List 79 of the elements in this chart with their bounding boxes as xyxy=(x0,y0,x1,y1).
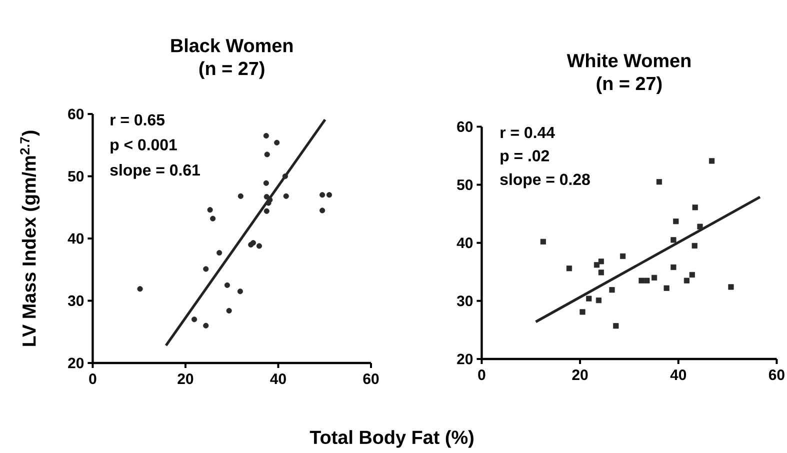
annotation: slope = 0.61 xyxy=(110,164,200,179)
chart-title: White Women xyxy=(566,53,690,68)
y-tick-label: 40 xyxy=(456,238,473,248)
x-tick-label: 0 xyxy=(89,374,96,384)
y-tick-label: 30 xyxy=(456,296,473,306)
point xyxy=(580,309,586,315)
y-axis-title: LV Mass Index (gm/m$^{2.7}$) xyxy=(20,130,40,346)
point xyxy=(670,264,676,270)
point xyxy=(216,250,222,256)
point xyxy=(670,237,676,243)
point xyxy=(203,322,209,328)
point xyxy=(320,208,326,214)
point xyxy=(594,262,600,268)
point xyxy=(697,224,703,230)
y-tick-label: 60 xyxy=(457,121,473,132)
point xyxy=(283,193,289,199)
point xyxy=(224,282,230,288)
point xyxy=(609,287,615,293)
y-tick-label: 20 xyxy=(68,358,84,368)
point xyxy=(274,140,280,146)
annotation: r = 0.44 xyxy=(500,126,555,138)
point xyxy=(326,192,332,198)
point xyxy=(664,285,670,291)
point xyxy=(264,208,270,214)
y-tick-label: 50 xyxy=(68,170,84,182)
x-tick-label: 20 xyxy=(178,374,194,384)
point xyxy=(203,266,209,272)
point xyxy=(673,218,679,224)
point xyxy=(540,238,546,244)
x-tick-label: 40 xyxy=(670,370,686,380)
point xyxy=(728,284,734,290)
point xyxy=(237,288,244,294)
point xyxy=(684,278,690,284)
point xyxy=(656,179,662,185)
chart-subtitle: (n = 27) xyxy=(596,76,662,94)
y-tick-label: 20 xyxy=(457,354,473,364)
annotation: p = .02 xyxy=(500,150,550,165)
point xyxy=(320,192,326,198)
y-tick-label: 30 xyxy=(68,295,84,306)
y-tick-label: 60 xyxy=(68,108,84,120)
x-tick-label: 0 xyxy=(478,370,486,380)
y-tick-label: 40 xyxy=(68,233,84,244)
point xyxy=(267,197,273,203)
point xyxy=(207,207,213,213)
x-axis-title: Total Body Fat (%) xyxy=(310,430,474,448)
chart-title: Black Women xyxy=(171,38,293,52)
x-tick-label: 60 xyxy=(363,374,379,384)
point xyxy=(226,308,232,314)
point xyxy=(651,274,658,280)
point xyxy=(238,193,244,199)
point xyxy=(263,180,269,186)
x-tick-label: 20 xyxy=(572,370,588,380)
point xyxy=(613,323,619,329)
point xyxy=(191,316,198,322)
y-tick-label: 50 xyxy=(457,179,473,190)
point xyxy=(620,253,626,259)
annotation: p < 0.001 xyxy=(110,139,177,154)
point xyxy=(689,272,695,278)
point xyxy=(256,243,262,249)
x-tick-label: 60 xyxy=(768,370,784,380)
point xyxy=(282,173,288,180)
annotation: r = 0.65 xyxy=(110,114,165,126)
point xyxy=(586,296,592,302)
chart-subtitle: (n = 27) xyxy=(199,61,264,79)
point xyxy=(566,266,572,272)
annotation: slope = 0.28 xyxy=(500,173,590,188)
point xyxy=(638,278,644,284)
point xyxy=(598,258,604,264)
point xyxy=(644,278,650,284)
point xyxy=(210,216,216,222)
point xyxy=(692,242,698,249)
point xyxy=(264,152,270,158)
point xyxy=(263,132,269,139)
point xyxy=(709,158,715,164)
point xyxy=(598,270,604,276)
point xyxy=(692,204,698,210)
x-tick-label: 40 xyxy=(270,374,286,384)
point xyxy=(137,286,143,292)
point xyxy=(596,298,602,304)
